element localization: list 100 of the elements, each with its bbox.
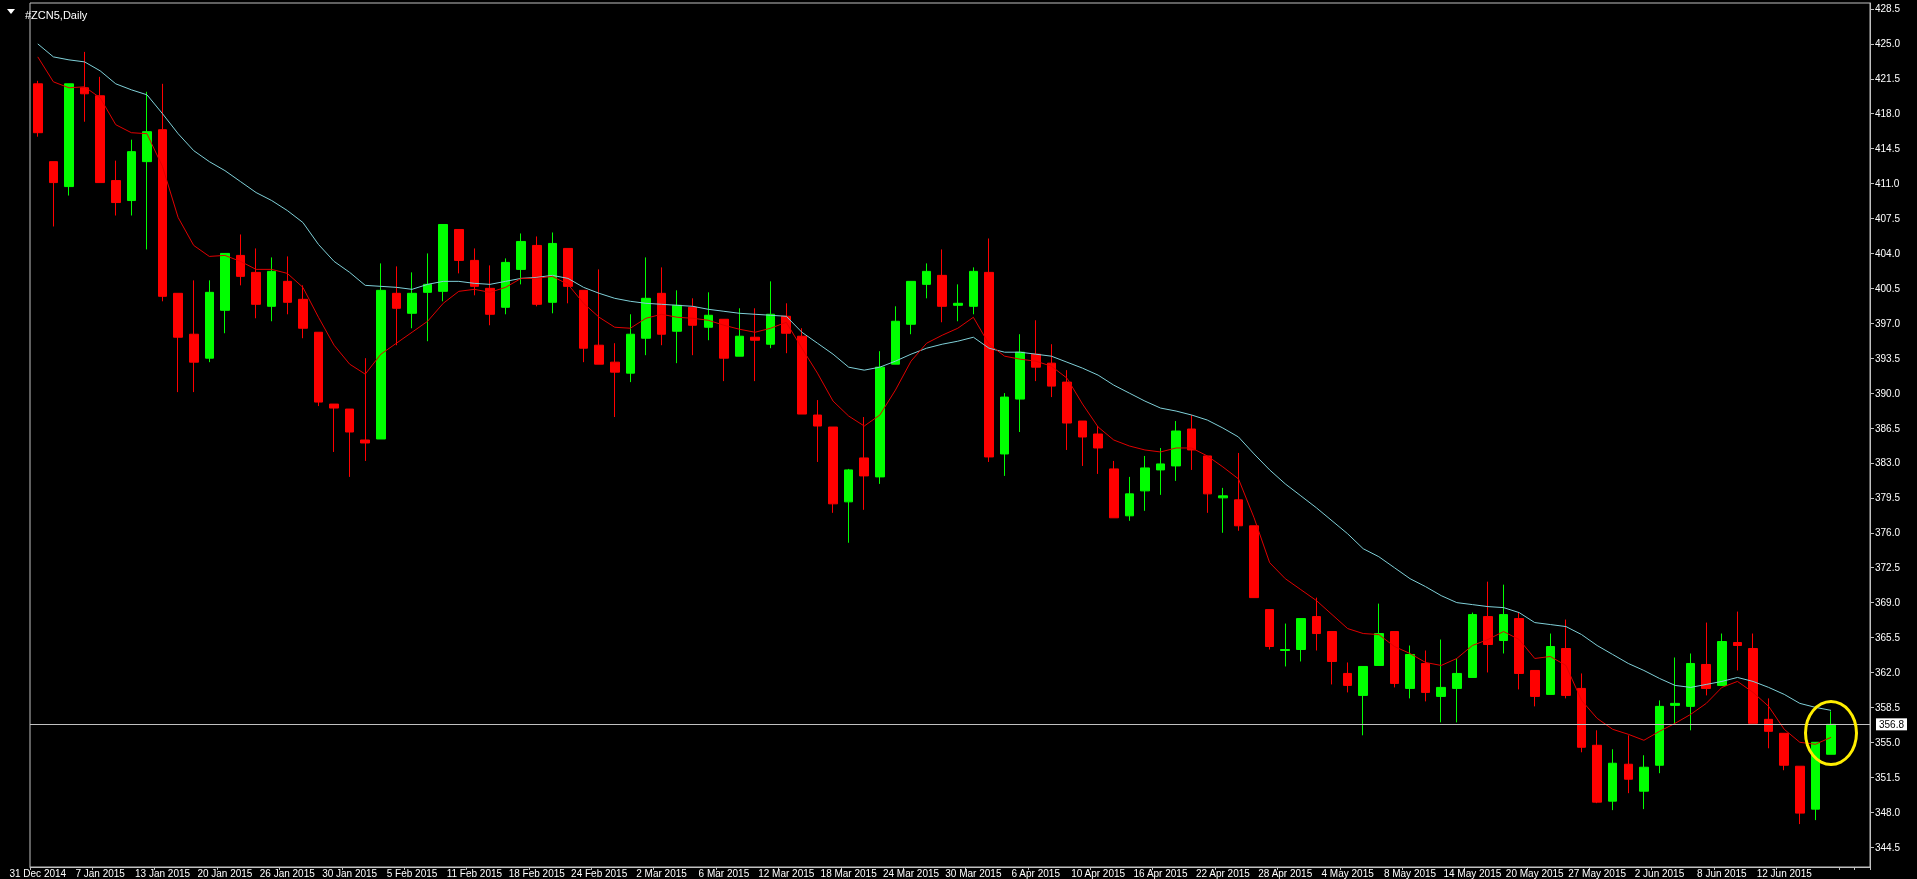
candlestick — [1265, 609, 1274, 650]
candlestick — [750, 307, 760, 382]
x-tick-label: 27 May 2015 — [1568, 867, 1627, 879]
y-tick-label: 376.0 — [1875, 527, 1901, 539]
x-tick-label: 18 Feb 2015 — [508, 867, 566, 879]
x-tick-label: 14 May 2015 — [1443, 867, 1502, 879]
candlestick — [127, 139, 136, 217]
candlestick — [1592, 729, 1602, 804]
candlestick — [1390, 631, 1399, 688]
x-tick-label: 30 Mar 2015 — [945, 867, 1002, 879]
candlestick — [1639, 754, 1649, 810]
ref-line-label: 356.8 — [1879, 718, 1905, 730]
y-tick-label: 344.5 — [1875, 841, 1901, 853]
x-tick-label: 28 Apr 2015 — [1258, 867, 1313, 879]
candlestick — [1686, 652, 1695, 731]
y-tick-label: 362.0 — [1875, 666, 1901, 678]
candlestick — [1795, 765, 1805, 825]
candlestick — [548, 231, 557, 314]
candlestick — [1608, 748, 1617, 811]
candlestick — [142, 91, 152, 250]
candlestick — [1000, 392, 1009, 477]
candlestick — [875, 350, 885, 485]
candlestick — [1546, 633, 1555, 695]
candlestick — [1530, 669, 1540, 707]
candlestick — [563, 247, 573, 304]
y-tick-label: 397.0 — [1875, 317, 1901, 329]
x-tick-label: 10 Apr 2015 — [1071, 867, 1126, 879]
candlestick — [1468, 612, 1477, 678]
y-tick-label: 390.0 — [1875, 387, 1901, 399]
candlestick — [828, 426, 838, 514]
candlestick — [1327, 631, 1337, 685]
x-tick-label: 22 Apr 2015 — [1195, 867, 1251, 879]
candlestick — [844, 468, 853, 544]
x-tick-label: 12 Jun 2015 — [1756, 867, 1813, 879]
candlestick — [1358, 665, 1368, 736]
y-tick-label: 393.5 — [1875, 352, 1901, 364]
x-tick-label: 2 Jun 2015 — [1634, 867, 1685, 879]
candlestick — [80, 51, 89, 123]
candlestick — [719, 318, 729, 382]
x-tick-label: 2 Mar 2015 — [636, 867, 688, 879]
x-tick-label: 12 Mar 2015 — [758, 867, 815, 879]
x-tick-label: 26 Jan 2015 — [259, 867, 316, 879]
candlestick — [1748, 633, 1758, 724]
candlestick — [267, 256, 276, 322]
candlestick — [766, 280, 775, 349]
candlestick — [1280, 623, 1290, 667]
candlestick — [1483, 581, 1493, 673]
candlestick — [1218, 487, 1228, 534]
y-tick-label: 404.0 — [1875, 247, 1901, 259]
candlestick — [1312, 597, 1321, 651]
y-tick-label: 411.0 — [1875, 178, 1900, 190]
candlestick — [1405, 645, 1415, 699]
candlestick — [49, 161, 58, 227]
candlestick — [1203, 455, 1212, 514]
x-tick-label: 24 Feb 2015 — [571, 867, 628, 879]
candlestick — [984, 237, 994, 463]
candlestick — [376, 262, 386, 440]
candlestick — [579, 289, 588, 363]
candlestick — [314, 331, 323, 407]
y-tick-label: 400.5 — [1875, 282, 1901, 294]
candlestick — [1779, 732, 1789, 771]
y-tick-label: 414.5 — [1875, 143, 1901, 155]
x-tick-label: 20 May 2015 — [1505, 867, 1565, 879]
candlestick — [859, 416, 869, 511]
candlestick — [1670, 656, 1680, 725]
candlestick — [1062, 369, 1072, 451]
candlestick — [1514, 612, 1524, 690]
x-tick-label: 5 Feb 2015 — [386, 867, 438, 879]
candlestick — [95, 76, 105, 184]
candlestick — [392, 265, 401, 346]
candlestick — [1015, 333, 1025, 433]
candlestick — [1421, 650, 1430, 702]
y-tick-label: 425.0 — [1875, 38, 1901, 50]
candlestick — [1234, 452, 1243, 532]
x-tick-label: 8 May 2015 — [1383, 867, 1437, 879]
candlestick — [813, 399, 822, 463]
candlestick — [1109, 460, 1119, 519]
candlestick — [1078, 420, 1087, 467]
candlestick — [1452, 657, 1462, 723]
candlestick — [111, 160, 121, 217]
candlestick — [220, 252, 230, 334]
candlestick — [485, 264, 495, 326]
candlestick — [1140, 455, 1150, 512]
candlestick — [501, 257, 510, 315]
candlestick — [1093, 425, 1103, 475]
candlestick — [33, 80, 43, 138]
y-tick-label: 348.0 — [1875, 806, 1901, 818]
candlestick — [236, 233, 245, 286]
candlestick — [532, 235, 542, 307]
candlestick — [1561, 619, 1571, 699]
candlestick — [1047, 343, 1056, 398]
x-tick-label: 11 Feb 2015 — [446, 867, 503, 879]
candlestick — [1171, 420, 1181, 482]
candlestick — [1717, 633, 1727, 686]
candlestick — [641, 256, 651, 356]
candlestick — [205, 279, 214, 363]
y-tick-label: 369.0 — [1875, 597, 1901, 609]
x-tick-label: 31 Dec 2014 — [9, 867, 67, 879]
candlestick — [1296, 618, 1306, 662]
x-tick-label: 8 Jun 2015 — [1697, 867, 1748, 879]
